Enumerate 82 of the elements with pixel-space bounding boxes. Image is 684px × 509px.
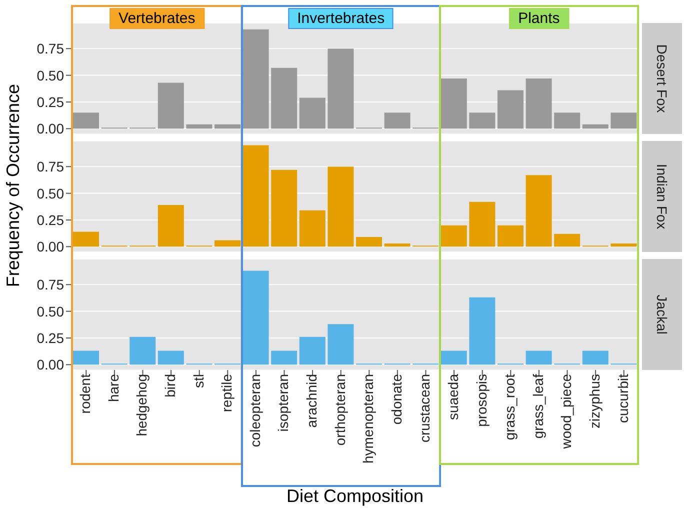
bar: [158, 350, 184, 365]
bar: [469, 202, 496, 247]
bar: [214, 124, 240, 129]
bar: [271, 350, 298, 365]
x-tick-label: isopteran: [275, 374, 292, 432]
y2-axis-title: Indian Fox: [654, 164, 670, 230]
annotation: Plants: [509, 8, 569, 29]
bar: [356, 237, 382, 247]
y-tick-label: 0.25: [36, 94, 64, 110]
bar: [328, 324, 354, 365]
bar: [498, 225, 524, 247]
x-tick-label: crustacean: [416, 374, 433, 442]
bar: [73, 112, 99, 129]
y-tick-label: 0.25: [36, 212, 64, 228]
y-tick-label: 0.50: [36, 67, 64, 84]
x-tick-label: odonate: [388, 374, 404, 425]
bar: [271, 170, 298, 247]
bar: [526, 78, 552, 129]
x-tick-label: grass_root: [502, 374, 518, 440]
bar: [299, 210, 326, 247]
bar: [498, 90, 524, 129]
x-tick-label: suaeda: [444, 374, 461, 420]
y2-axis-title: Jackal: [654, 294, 670, 334]
x-tick-label: hedgehog: [134, 374, 150, 436]
bar: [440, 225, 467, 247]
bar: [299, 98, 326, 129]
x-tick-label: wood_piece: [558, 374, 574, 450]
bar: [554, 112, 580, 129]
bar: [328, 48, 354, 129]
x-tick-label: orthopteran: [332, 374, 348, 446]
y-tick-label: 0.75: [36, 158, 64, 175]
x-tick-label: bird: [162, 374, 178, 398]
bar: [440, 78, 467, 129]
bar: [130, 336, 156, 365]
bar: [242, 29, 269, 129]
bar: [469, 297, 496, 365]
bar: [186, 124, 212, 129]
bar: [271, 68, 298, 129]
y-tick-label: 0.75: [36, 40, 64, 57]
bar: [526, 350, 552, 365]
bar: [73, 232, 99, 247]
bar: [73, 350, 99, 365]
bar: [384, 112, 410, 129]
y-axis-title: Frequency of Occurrence: [2, 84, 24, 288]
bar: [440, 350, 467, 365]
x-tick-label: zizyphus: [586, 374, 602, 428]
y-tick-label: 0.00: [36, 120, 64, 137]
bar: [526, 175, 552, 247]
x-tick-label: rodent: [77, 374, 94, 414]
x-tick-label: cucurbit: [614, 374, 631, 424]
bar: [242, 145, 269, 247]
bar: [384, 243, 410, 247]
bar: [610, 243, 637, 247]
bar: [582, 124, 608, 129]
x-tick-label: prosopis: [473, 374, 490, 427]
x-tick-label: hare: [105, 374, 122, 402]
bar: [299, 336, 326, 365]
x-tick-label: grass_leaf: [530, 374, 546, 439]
x-tick-label: hymenopteran: [360, 374, 376, 464]
bar: [214, 240, 240, 247]
x-axis-title: Diet Composition: [285, 486, 425, 507]
x-tick-label: stl: [190, 374, 206, 388]
bar: [158, 205, 184, 247]
x-tick-label: arachnid: [303, 374, 320, 428]
y-tick-label: 0.00: [36, 356, 64, 373]
y-tick-label: 0.50: [36, 185, 64, 202]
bar: [158, 82, 184, 129]
bar: [582, 350, 608, 365]
y2-axis-title: Desert Fox: [654, 44, 670, 113]
bar: [242, 270, 269, 365]
y-tick-label: 0.75: [36, 276, 64, 293]
bar: [610, 112, 637, 129]
x-tick-label: coleopteran: [246, 374, 263, 448]
bar: [469, 112, 496, 129]
x-tick-label: reptile: [218, 374, 235, 412]
annotation: Vertebrates: [110, 8, 204, 29]
bar: [554, 234, 580, 247]
bar: [328, 166, 354, 247]
y-tick-label: 0.00: [36, 238, 64, 255]
annotation: Invertebrates: [288, 8, 394, 29]
y-tick-label: 0.50: [36, 303, 64, 320]
y-tick-label: 0.25: [36, 330, 64, 346]
